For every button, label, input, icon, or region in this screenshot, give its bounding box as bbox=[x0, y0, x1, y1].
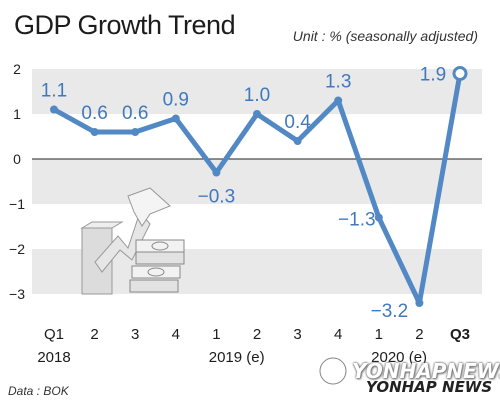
data-point bbox=[253, 110, 261, 118]
x-tick-label: Q1 bbox=[44, 326, 64, 343]
x-tick-label: 2 bbox=[90, 326, 98, 343]
x-tick-label: 2 bbox=[253, 326, 261, 343]
growth-money-illustration bbox=[80, 187, 185, 295]
x-tick-label: 1 bbox=[212, 326, 220, 343]
unit-note: Unit : % (seasonally adjusted) bbox=[292, 28, 478, 44]
y-tick-label: 2 bbox=[13, 61, 21, 77]
y-tick-label: −1 bbox=[9, 196, 25, 212]
data-label: 1.0 bbox=[244, 85, 270, 106]
data-point bbox=[90, 128, 99, 136]
data-label: 0.6 bbox=[122, 103, 148, 124]
x-tick-label: 3 bbox=[131, 326, 139, 343]
yonhap-watermark: YONHAPNEWS bbox=[318, 356, 500, 386]
x-tick-label: 2 bbox=[415, 326, 423, 343]
data-label: 1.1 bbox=[41, 81, 67, 102]
y-axis-ticks: 2 1 0 −1 −2 −3 bbox=[9, 61, 25, 302]
y-tick-label: −2 bbox=[9, 241, 25, 257]
y-tick-label: 0 bbox=[13, 151, 21, 167]
x-tick-label: 4 bbox=[334, 326, 342, 343]
data-point bbox=[171, 114, 180, 123]
data-point bbox=[415, 299, 424, 307]
data-label: −0.3 bbox=[198, 187, 236, 208]
gray-band bbox=[32, 69, 482, 114]
data-point bbox=[374, 213, 383, 222]
x-tick-label: Q3 bbox=[450, 326, 470, 343]
source-note: Data : BOK bbox=[8, 384, 69, 398]
watermark-subtext: YONHAP NEWS bbox=[366, 378, 493, 396]
data-label: −3.2 bbox=[371, 301, 409, 322]
data-label: 0.6 bbox=[81, 103, 107, 124]
data-point bbox=[293, 137, 302, 145]
data-points bbox=[50, 66, 468, 307]
data-label: 1.9 bbox=[420, 65, 446, 86]
year-label: 2019 (e) bbox=[209, 349, 265, 366]
y-tick-label: 1 bbox=[13, 106, 21, 122]
data-point bbox=[131, 128, 140, 136]
year-label: 2018 bbox=[37, 349, 70, 366]
data-point bbox=[212, 168, 221, 177]
year-label: 2020 (e) bbox=[371, 349, 427, 366]
watermark-text: YONHAPNEWS bbox=[352, 359, 500, 383]
x-tick-label: 4 bbox=[172, 326, 180, 343]
chart-title: GDP Growth Trend bbox=[14, 10, 236, 40]
yonhap-logo-icon bbox=[318, 356, 348, 386]
data-point bbox=[50, 105, 58, 114]
gray-band bbox=[32, 159, 482, 204]
x-axis-ticks: Q1 2 3 4 1 2 3 4 1 2 Q3 bbox=[44, 326, 470, 343]
y-tick-label: −3 bbox=[9, 286, 25, 302]
data-label: 0.4 bbox=[284, 112, 311, 133]
data-label: 1.3 bbox=[325, 72, 351, 93]
data-label: −1.3 bbox=[338, 210, 376, 231]
x-tick-label: 1 bbox=[375, 326, 383, 343]
x-axis-years: 2018 2019 (e) 2020 (e) bbox=[37, 349, 427, 366]
data-point bbox=[334, 96, 343, 105]
data-labels: 1.1 0.6 0.6 0.9 −0.3 1.0 0.4 1.3 −1.3 −3.2 1.9 bbox=[41, 65, 446, 323]
latest-data-point bbox=[452, 66, 468, 81]
data-label: 0.9 bbox=[163, 90, 189, 111]
x-tick-label: 3 bbox=[293, 326, 301, 343]
